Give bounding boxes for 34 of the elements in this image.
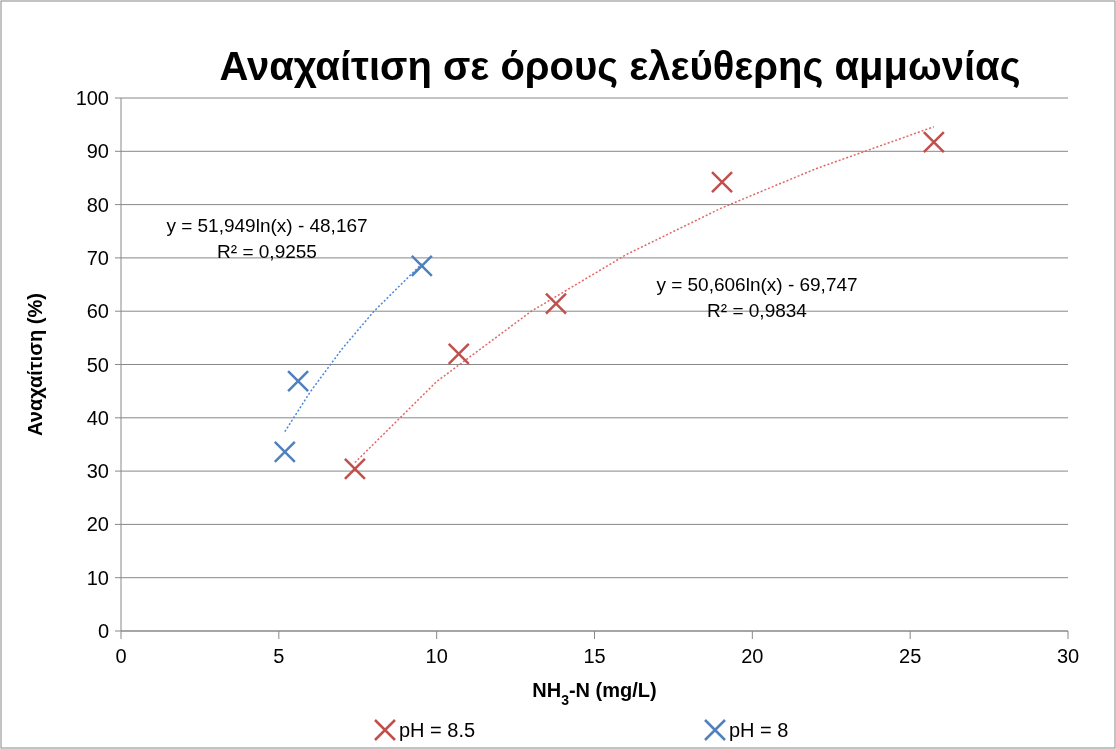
x-axis-title: NH$_{3}$-N (mg/L) <box>532 679 657 708</box>
point <box>544 292 568 315</box>
y-tick-label: 40 <box>86 406 109 429</box>
x-tick-label: 5 <box>273 645 285 667</box>
point <box>273 440 297 464</box>
x-tick-label: 10 <box>425 645 448 667</box>
annotation: y = 50,606ln(x) - 69,747 R² = 0,9834 <box>656 274 858 321</box>
x-tick-label: 25 <box>899 645 922 667</box>
y-tick-label: 90 <box>86 140 109 163</box>
y-tick-label: 100 <box>75 87 109 109</box>
x-tick-label: 20 <box>741 645 764 667</box>
x-tick-label: 0 <box>115 645 127 667</box>
y-axis-title: Αναχαίτιση (%) <box>24 293 46 436</box>
y-tick-label: 10 <box>86 566 109 589</box>
point <box>286 369 310 393</box>
point <box>410 254 434 278</box>
y-tick-label: 60 <box>86 300 109 323</box>
point <box>447 342 471 366</box>
annotation: y = 51,949ln(x) - 48,167 R² = 0,9255 <box>166 215 368 262</box>
chart-title: Αναχαίτιση σε όρους ελεύθερης αμμωνίας <box>219 44 1021 89</box>
y-tick-label: 20 <box>86 513 109 536</box>
point <box>343 457 367 481</box>
y-tick-label: 80 <box>86 193 109 216</box>
y-tick-label: 30 <box>86 460 109 483</box>
y-tick-label: 70 <box>86 246 109 269</box>
point <box>922 130 946 154</box>
y-tick-label: 0 <box>97 620 109 642</box>
line-series <box>284 263 423 433</box>
legend-label: pH = 8.5 <box>399 719 476 741</box>
point <box>710 170 734 194</box>
x-tick-label: 15 <box>583 645 606 667</box>
x-tick-label: 30 <box>1056 645 1080 667</box>
legend-label: pH = 8 <box>729 719 789 741</box>
y-tick-label: 50 <box>86 353 109 376</box>
